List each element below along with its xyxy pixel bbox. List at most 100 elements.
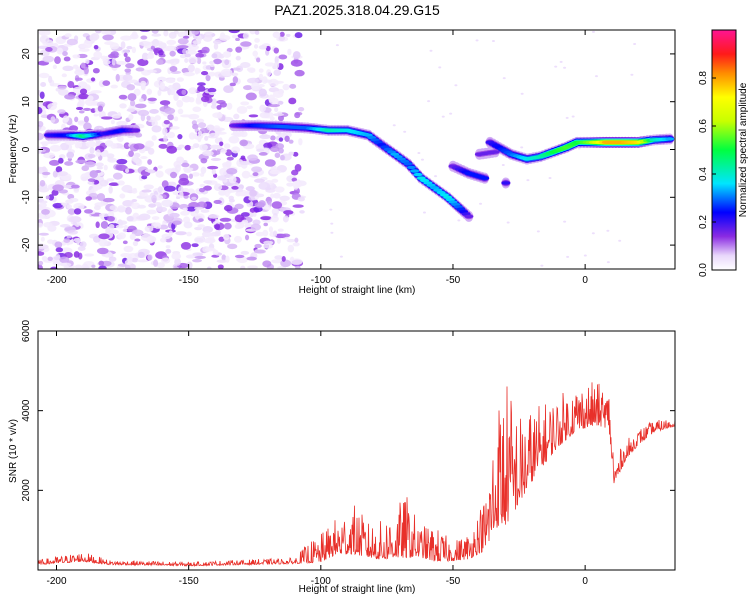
spectrogram-noise-blob — [441, 115, 445, 118]
spectrogram-noise-blob — [172, 82, 181, 91]
spectrogram-x-tick-label: -150 — [179, 275, 199, 286]
spectrogram-noise-blob — [217, 264, 224, 269]
spectrogram-noise-blob — [501, 164, 505, 167]
spectrogram-noise-blob — [122, 200, 134, 207]
spectrogram-noise-blob — [272, 31, 281, 39]
spectrogram-ridge-mark — [480, 176, 490, 180]
spectrogram-noise-blob — [38, 232, 49, 236]
spectrogram-noise-blob — [177, 108, 184, 115]
spectrogram-noise-blob — [89, 170, 98, 178]
spectrogram-noise-blob — [140, 35, 148, 40]
spectrogram-noise-blob — [335, 44, 339, 47]
spectrogram-noise-blob — [125, 168, 130, 174]
spectrogram-noise-blob — [43, 152, 56, 159]
spectrogram-noise-blob — [200, 209, 210, 213]
spectrogram-noise-blob — [72, 54, 81, 59]
spectrogram-noise-blob — [207, 235, 215, 241]
snr-x-tick-label: -100 — [311, 576, 331, 587]
spectrogram-noise-blob — [50, 266, 58, 269]
spectrogram-noise-blob — [161, 257, 171, 264]
spectrogram-noise-blob — [434, 175, 438, 178]
colorbar-tick-label: 0.8 — [698, 71, 709, 85]
spectrogram-noise-blob — [231, 67, 241, 71]
spectrogram-noise-blob — [290, 59, 303, 67]
spectrogram-noise-blob — [158, 143, 168, 149]
spectrogram-noise-blob — [258, 83, 265, 88]
spectrogram-noise-blob — [132, 240, 139, 247]
spectrogram-noise-blob — [218, 34, 231, 41]
spectrogram-noise-blob — [258, 182, 271, 190]
spectrogram-noise-blob — [50, 116, 56, 123]
spectrogram-noise-blob — [225, 255, 230, 263]
spectrogram-noise-blob — [165, 59, 175, 64]
spectrogram-noise-blob — [209, 144, 222, 150]
spectrogram-noise-blob — [292, 180, 302, 189]
spectrogram-noise-blob — [248, 196, 256, 201]
spectrogram-noise-blob — [186, 206, 197, 212]
snr-series-line — [38, 382, 675, 568]
spectrogram-noise-blob — [188, 97, 195, 103]
spectrogram-noise-blob — [55, 166, 63, 173]
spectrogram-noise-blob — [171, 252, 182, 260]
spectrogram-noise-blob — [202, 33, 213, 42]
spectrogram-noise-blob — [192, 40, 202, 45]
spectrogram-noise-blob — [281, 233, 291, 238]
spectrogram-noise-blob — [161, 180, 169, 188]
spectrogram-noise-blob — [38, 260, 44, 266]
spectrogram-noise-blob — [258, 73, 264, 81]
spectrogram-noise-blob — [234, 223, 243, 229]
spectrogram-noise-blob — [330, 222, 334, 225]
spectrogram-noise-blob — [491, 39, 495, 42]
spectrogram-noise-blob — [226, 168, 238, 175]
spectrogram-noise-blob — [81, 263, 89, 269]
spectrogram-noise-blob — [457, 219, 461, 222]
spectrogram-noise-blob — [117, 232, 126, 240]
spectrogram-noise-blob — [234, 214, 245, 223]
spectrogram-noise-blob — [247, 154, 258, 161]
spectrogram-noise-blob — [137, 109, 150, 117]
spectrogram-y-tick-label: 20 — [21, 48, 32, 60]
spectrogram-noise-blob — [124, 68, 132, 73]
spectrogram-noise-blob — [85, 140, 97, 148]
spectrogram-noise-blob — [176, 99, 184, 108]
spectrogram-noise-blob — [277, 114, 285, 122]
spectrogram-noise-blob — [159, 82, 166, 91]
spectrogram-noise-blob — [42, 171, 51, 176]
spectrogram-y-ticks: -20 -10 0 10 20 — [21, 48, 675, 252]
spectrogram-noise-blob — [167, 181, 177, 187]
spectrogram-noise-blob — [178, 144, 185, 148]
spectrogram-noise-blob — [571, 115, 575, 118]
spectrogram-ridge-mark — [464, 214, 474, 219]
spectrogram-noise-blob — [74, 264, 83, 269]
spectrogram-noise-blob — [111, 57, 116, 66]
spectrogram-noise-blob — [248, 114, 259, 118]
spectrogram-noise-blob — [282, 215, 289, 223]
spectrogram-noise-blob — [254, 30, 260, 35]
spectrogram-noise-blob — [93, 45, 99, 50]
snr-y-tick-label: 4000 — [21, 399, 32, 422]
spectrogram-noise-blob — [48, 159, 60, 166]
spectrogram-noise-blob — [94, 30, 102, 34]
spectrogram-noise-blob — [273, 61, 280, 69]
spectrogram-ridge-mark — [665, 137, 675, 141]
spectrogram-noise-blob — [102, 59, 111, 65]
spectrogram-noise-blob — [66, 38, 79, 46]
spectrogram-noise-blob — [90, 90, 102, 94]
spectrogram-noise-blob — [240, 265, 246, 269]
spectrogram-noise-blob — [152, 197, 157, 204]
spectrogram-noise-blob — [102, 197, 115, 203]
spectrogram-noise-blob — [154, 201, 162, 207]
spectrogram-noise-blob — [146, 115, 151, 121]
spectrogram-noise-blob — [279, 195, 290, 202]
spectrogram-noise-blob — [74, 116, 79, 123]
spectrogram-noise-blob — [268, 103, 280, 108]
spectrogram-noise-blob — [55, 247, 64, 253]
spectrogram-noise-blob — [98, 213, 110, 217]
spectrogram-noise-blob — [39, 180, 46, 187]
spectrogram-noise-blob — [279, 154, 286, 161]
spectrogram-noise-blob — [281, 256, 286, 262]
spectrogram-noise-blob — [61, 73, 67, 78]
spectrogram-noise-blob — [218, 236, 225, 242]
spectrogram-noise-blob — [147, 254, 153, 261]
spectrogram-noise-blob — [68, 216, 80, 223]
